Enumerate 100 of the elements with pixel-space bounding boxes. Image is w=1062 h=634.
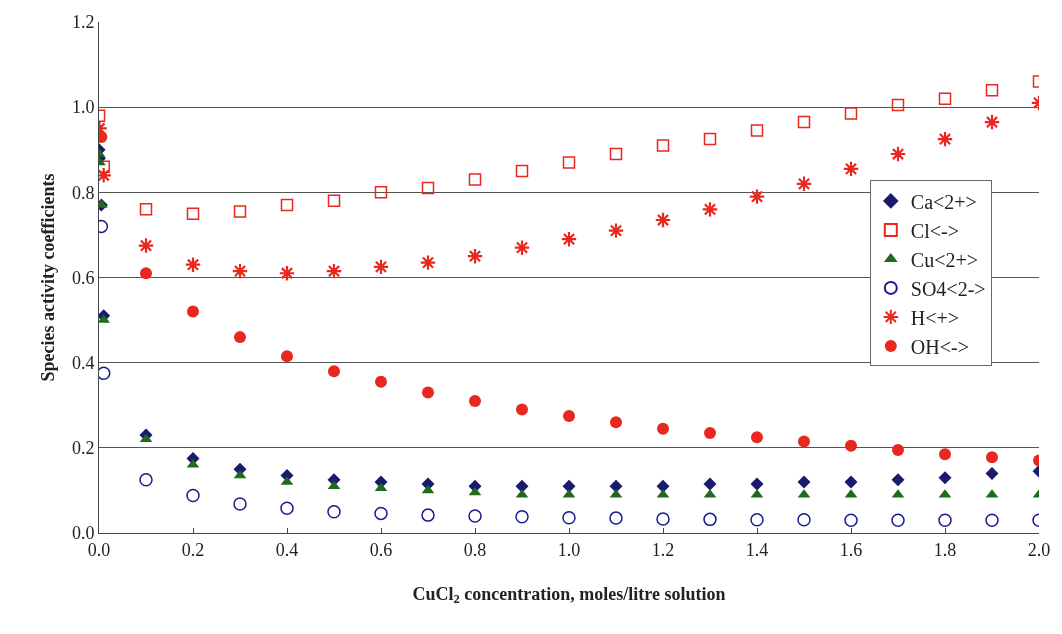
point [469,394,481,407]
point [750,477,764,491]
x-axis-title: CuCl$_{2}$ concentration, moles/litre solution [412,583,726,607]
y-axis-title: Species activity coefficients [38,173,59,382]
point [656,479,670,493]
point [374,506,388,521]
point [421,508,435,522]
point [609,147,623,161]
point [328,365,340,378]
point [233,205,247,218]
point [892,443,904,456]
y-tick-label: 0.4 [71,352,95,373]
x-tick-label: 1.0 [557,539,581,560]
x-tick-label: 0.2 [181,539,205,560]
point [748,188,766,205]
point [372,258,390,276]
point [325,262,343,280]
legend-label: Cu<2+> [910,248,978,271]
point [795,175,813,193]
x-tick-label: 2.0 [1027,539,1051,560]
point [99,366,111,381]
point [938,513,952,527]
point [327,194,341,208]
point [844,107,858,120]
point [139,203,153,216]
point [751,431,763,444]
point [845,439,857,452]
point [137,237,155,254]
point [375,375,387,388]
x-tick-label: 1.2 [651,539,675,560]
point [983,113,1001,131]
point [186,488,200,503]
x-tick-label: 0.6 [369,539,393,560]
point [938,92,952,105]
point [140,267,152,280]
point [842,160,860,178]
point [562,510,576,525]
point [656,139,670,152]
x-tick-label: 1.8 [933,539,957,560]
point [421,484,435,494]
x-tick-label: 0.8 [463,539,487,560]
y-tick-label: 1.0 [71,97,95,118]
point [468,173,482,186]
point [515,164,529,178]
point [656,512,670,526]
point [609,511,623,525]
legend-label: H<+> [910,306,960,329]
y-tick-label: 1.2 [71,12,95,33]
point [187,305,199,318]
point [844,475,858,489]
point [985,83,999,97]
point [233,497,247,511]
point [466,247,484,265]
point [231,262,249,280]
point [419,254,437,271]
point [985,466,999,480]
legend-label: Ca<2+> [910,190,977,213]
point [797,513,811,527]
point [750,513,764,527]
y-tick-label: 0.8 [71,182,95,203]
point [374,186,388,199]
point [422,386,434,399]
point [280,198,294,212]
point [278,264,296,282]
point [703,132,717,146]
point [515,479,529,493]
x-tick-label: 0.4 [275,539,299,560]
point [654,211,672,229]
point [939,448,951,461]
point [797,115,811,129]
point [468,509,482,523]
point [936,130,954,148]
point [798,435,810,448]
point [139,433,153,443]
point [844,513,858,527]
point [985,513,999,527]
point [513,239,531,256]
legend-label: Cl<-> [910,219,959,242]
legend-label: SO4<2-> [910,277,986,300]
point [374,482,388,492]
x-tick-label: 1.6 [839,539,863,560]
point [139,473,153,487]
point [891,513,905,527]
x-tick-label: 1.4 [745,539,769,560]
legend-label: OH<-> [910,335,969,358]
y-tick-label: 0.6 [71,267,95,288]
point [750,124,764,137]
point [797,475,811,489]
point [563,409,575,422]
point [701,201,719,218]
point [184,256,202,274]
point [560,230,578,248]
point [703,477,717,491]
point [234,331,246,344]
point [562,156,576,169]
point [327,504,341,519]
point [607,222,625,239]
point [421,181,435,195]
point [610,416,622,429]
point [186,207,200,220]
